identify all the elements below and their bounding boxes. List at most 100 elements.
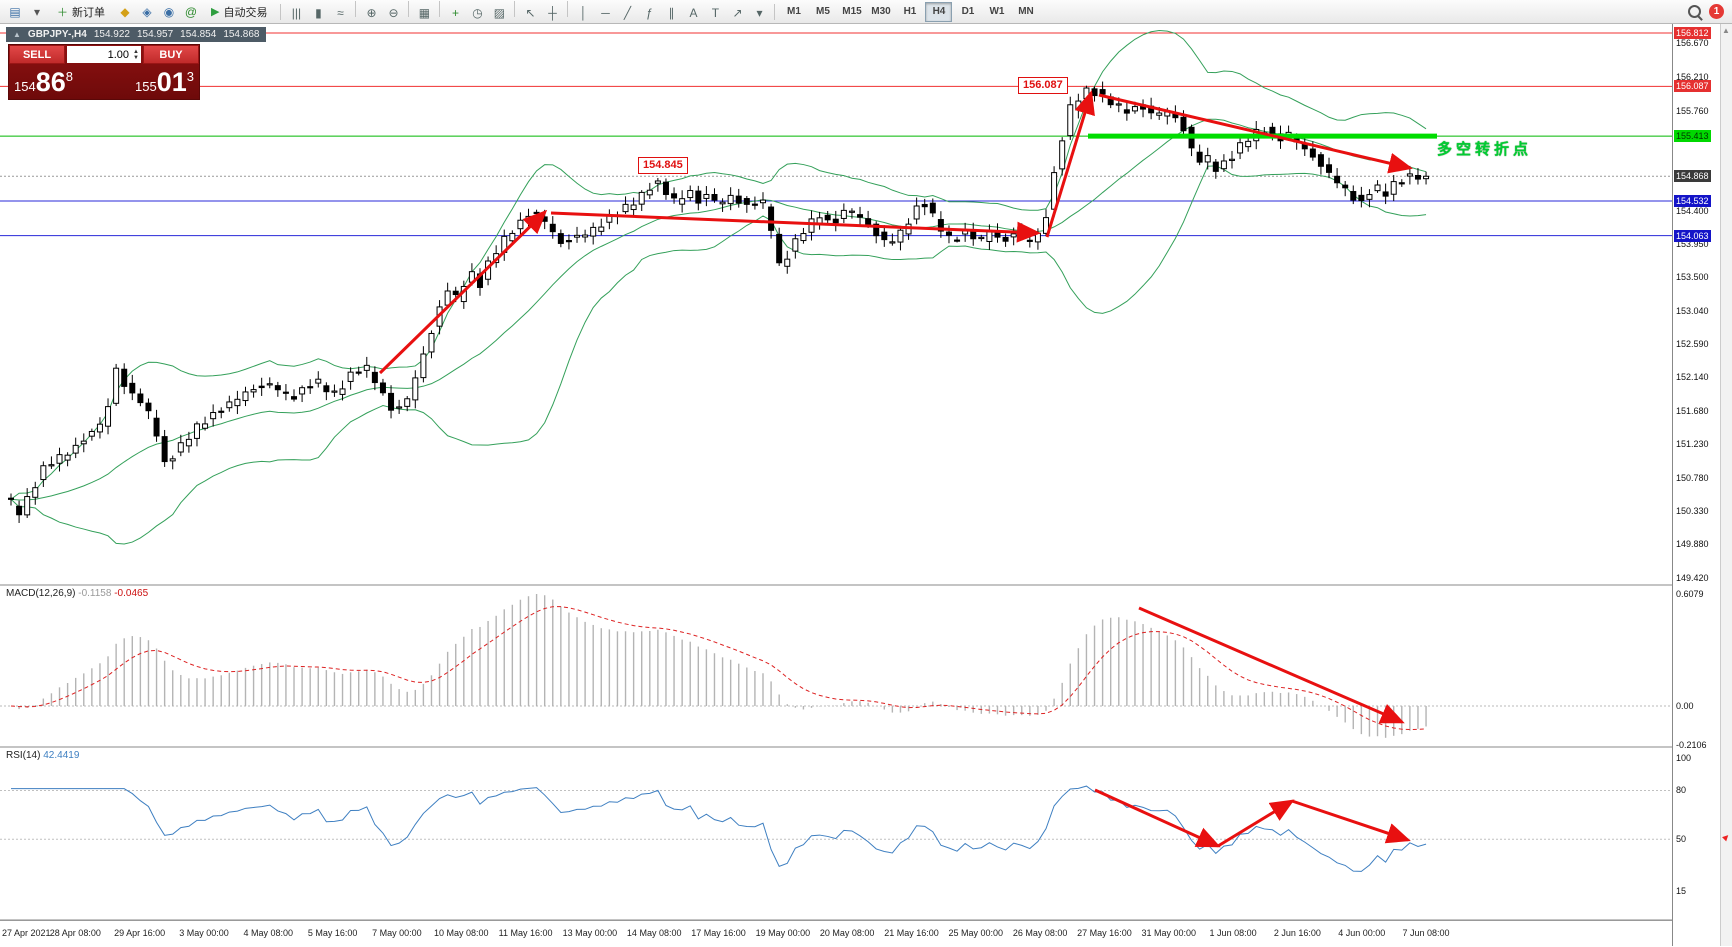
toolbar-separator xyxy=(408,0,410,17)
tile-windows-icon[interactable]: ▦ xyxy=(418,5,431,20)
date-label: 21 May 16:00 xyxy=(884,928,939,938)
quote-strip: ▲ GBPJPY-,H4 154.922 154.957 154.854 154… xyxy=(6,27,267,42)
collapse-triangle-icon[interactable]: ▲ xyxy=(13,30,21,39)
price-tick: 153.040 xyxy=(1676,305,1709,316)
price-tick: 153.950 xyxy=(1676,238,1709,249)
cursor-icon[interactable]: ↖ xyxy=(525,5,536,20)
timeframe-D1[interactable]: D1 xyxy=(961,6,975,17)
sell-price-small: 154 xyxy=(14,79,36,94)
date-label: 11 May 16:00 xyxy=(498,928,553,938)
vertical-line-icon[interactable]: │ xyxy=(579,5,588,20)
date-label: 4 Jun 00:00 xyxy=(1338,928,1386,938)
volume-spinner[interactable]: ▲ ▼ xyxy=(131,49,141,61)
zoom-in-icon[interactable]: ⊕ xyxy=(366,5,377,20)
rsi-value: 42.4419 xyxy=(43,750,80,761)
crosshair-icon[interactable]: ┼ xyxy=(548,5,557,20)
notification-badge[interactable]: 1 xyxy=(1709,4,1724,19)
chart-area[interactable]: ▲ GBPJPY-,H4 154.922 154.957 154.854 154… xyxy=(0,24,1672,947)
chart-canvas[interactable] xyxy=(0,24,1672,920)
data-window-icon[interactable]: ◈ xyxy=(142,4,152,19)
text-icon[interactable]: T xyxy=(711,5,720,20)
date-label: 20 May 08:00 xyxy=(819,928,875,938)
scroll-up-icon[interactable]: ▲ xyxy=(1722,26,1730,35)
timeframe-MN[interactable]: MN xyxy=(1018,6,1034,17)
zoom-out-icon[interactable]: ⊖ xyxy=(388,5,399,20)
timeframe-M5[interactable]: M5 xyxy=(816,6,830,17)
price-label-156.812: 156.812 xyxy=(1674,27,1711,39)
rsi-axis-tick: 50 xyxy=(1676,834,1687,845)
templates-icon[interactable]: ▨ xyxy=(493,5,506,20)
search-icon[interactable] xyxy=(1688,5,1701,18)
rsi-name: RSI(14) xyxy=(6,750,41,761)
timeframe-M1[interactable]: M1 xyxy=(787,6,801,17)
quote-close: 154.868 xyxy=(223,29,260,40)
price-tick: 151.230 xyxy=(1676,439,1709,450)
candlestick-chart-icon[interactable]: ▮ xyxy=(315,5,322,20)
spinner-up-icon[interactable]: ▲ xyxy=(133,48,139,55)
horizontal-line-icon[interactable]: ─ xyxy=(601,5,610,20)
rsi-line xyxy=(11,785,1427,872)
price-label-156.087: 156.087 xyxy=(1674,80,1711,93)
trendline-icon[interactable]: ╱ xyxy=(623,5,632,20)
fibonacci-icon[interactable]: ƒ xyxy=(646,5,653,20)
profiles-dropdown-icon[interactable]: ▾ xyxy=(33,4,41,19)
price-tick: 150.330 xyxy=(1676,505,1709,516)
macd-signal-value: -0.0465 xyxy=(114,588,149,599)
line-chart-icon[interactable]: ≈ xyxy=(337,5,344,20)
bar-chart-icon[interactable]: ||| xyxy=(291,5,302,20)
new-chart-icon[interactable]: ▤ xyxy=(9,4,21,19)
mailbox-icon[interactable]: @ xyxy=(184,4,198,19)
arrows-tool-icon[interactable]: ↗ xyxy=(732,5,743,20)
price-label-154.532: 154.532 xyxy=(1674,195,1711,208)
arrows-dropdown-icon[interactable]: ▾ xyxy=(756,5,763,20)
new-order-button[interactable]: ＋ 新订单 xyxy=(50,2,112,21)
toolbar-separator xyxy=(355,0,357,17)
scroll-end-marker-icon: ▲ xyxy=(1718,830,1732,845)
price-label-154.063: 154.063 xyxy=(1674,229,1711,242)
indicators-icon[interactable]: + xyxy=(451,5,459,20)
timeframe-H1[interactable]: H1 xyxy=(903,6,917,17)
date-axis[interactable]: 27 Apr 2021 28 Apr 08:00 29 Apr 16:00 3 May… xyxy=(0,920,1672,947)
sell-price-sup: 8 xyxy=(65,69,73,84)
spinner-down-icon[interactable]: ▼ xyxy=(133,54,139,61)
vertical-scrollbar[interactable]: ▲ ▲ xyxy=(1718,24,1732,946)
toolbar-mid-icons: ◆ ◈ ◉ @ xyxy=(114,2,202,22)
date-label: 2 Jun 16:00 xyxy=(1273,928,1321,938)
price-annotation-mid[interactable]: 154.845 xyxy=(638,157,688,174)
buy-button[interactable]: BUY xyxy=(143,45,199,64)
one-click-trading-panel: SELL ▲▼ BUY 154 86 8 155 01 3 xyxy=(8,44,200,100)
rsi-indicator-label: RSI(14) 42.4419 xyxy=(6,750,79,761)
turning-point-text[interactable]: 多空转折点 xyxy=(1437,141,1533,158)
timeframe-M30[interactable]: M30 xyxy=(871,6,891,17)
autotrade-button[interactable]: ▶ 自动交易 xyxy=(204,2,274,21)
price-tick: 149.420 xyxy=(1676,572,1709,583)
date-label: 31 May 00:00 xyxy=(1141,928,1197,938)
date-label: 10 May 08:00 xyxy=(433,928,489,938)
price-tick: 150.780 xyxy=(1676,472,1709,483)
price-annotation-peak[interactable]: 156.087 xyxy=(1018,77,1068,94)
date-label: 17 May 16:00 xyxy=(691,928,746,938)
date-label: 27 May 16:00 xyxy=(1077,928,1132,938)
market-watch-icon[interactable]: ◆ xyxy=(120,4,130,19)
navigator-icon[interactable]: ◉ xyxy=(163,4,175,19)
channel-icon[interactable]: ∥ xyxy=(668,5,675,20)
macd-indicator-label: MACD(12,26,9) -0.1158 -0.0465 xyxy=(6,588,148,599)
timeframe-W1[interactable]: W1 xyxy=(989,6,1005,17)
timeframe-buttons: M1 M5 M15 M30 H1 H4 D1 W1 MN xyxy=(779,1,1040,22)
timeframe-M15[interactable]: M15 xyxy=(842,6,862,17)
date-label: 27 Apr 2021 xyxy=(2,928,51,938)
text-label-icon[interactable]: A xyxy=(689,5,698,20)
sell-button[interactable]: SELL xyxy=(9,45,65,64)
price-label-154.868: 154.868 xyxy=(1674,170,1711,183)
buy-price[interactable]: 155 01 3 xyxy=(135,68,194,97)
price-axis[interactable]: 156.670 156.210 155.760 154.400 153.950 153.5… xyxy=(1672,24,1720,946)
date-label: 3 May 00:00 xyxy=(179,928,229,938)
date-label: 28 Apr 08:00 xyxy=(49,928,101,938)
buy-price-small: 155 xyxy=(135,79,157,94)
timeframe-H4[interactable]: H4 xyxy=(925,1,953,22)
sell-price[interactable]: 154 86 8 xyxy=(14,68,73,97)
macd-signal-line xyxy=(10,606,1427,731)
volume-input[interactable] xyxy=(67,47,132,62)
toolbar-separator xyxy=(514,0,516,17)
periods-icon[interactable]: ◷ xyxy=(472,5,483,20)
